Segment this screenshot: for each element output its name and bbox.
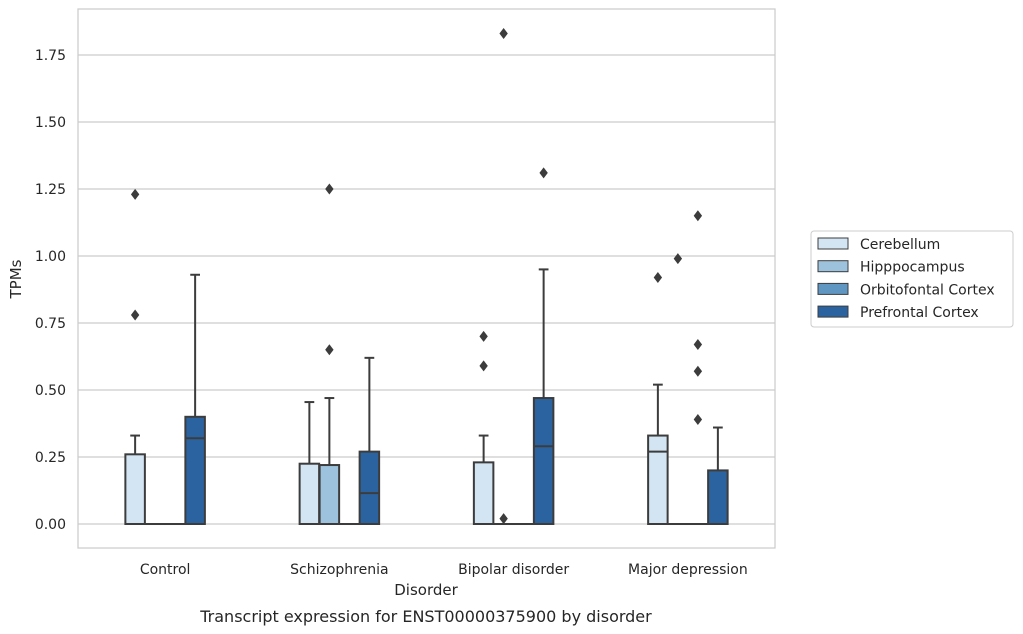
outlier-marker [499, 513, 508, 525]
outlier-marker [539, 167, 548, 179]
x-tick-label: Bipolar disorder [458, 562, 569, 578]
box-3-1 [667, 253, 689, 526]
y-tick-label: 0.50 [35, 383, 66, 399]
outlier-marker [130, 309, 140, 321]
outlier-marker [673, 253, 683, 265]
chart-caption: Transcript expression for ENST0000037590… [199, 607, 652, 626]
legend-label: Prefrontal Cortex [860, 305, 979, 321]
y-tick-label: 1.25 [35, 182, 66, 198]
box-iqr [298, 462, 321, 526]
y-axis-title: TPMs [7, 259, 25, 299]
box-iqr [707, 469, 729, 525]
legend-label: Hipppocampus [860, 260, 965, 276]
y-tick-label: 1.50 [35, 115, 66, 131]
box-1-3 [358, 356, 381, 526]
outlier-marker [693, 413, 703, 425]
box-iqr [124, 453, 146, 526]
y-tick-label: 0.25 [35, 450, 66, 466]
outlier-marker [693, 338, 703, 350]
x-tick-label: Major depression [628, 562, 748, 578]
x-axis-ticks: Control Schizophrenia Bipolar disorder Majo… [140, 562, 748, 578]
x-tick-label: Control [140, 562, 191, 578]
legend-swatch [817, 282, 849, 295]
box-2-1 [492, 28, 515, 526]
box-iqr [472, 461, 495, 525]
box-iqr [647, 434, 669, 525]
box-2-3 [532, 167, 555, 526]
plot-frame [77, 8, 776, 549]
outlier-marker [693, 210, 703, 222]
legend: Cerebellum Hipppocampus Orbitofontal Corte… [810, 230, 1014, 328]
y-tick-label: 1.75 [35, 48, 66, 64]
box-0-0 [124, 188, 146, 526]
outlier-marker [499, 28, 508, 40]
legend-swatch [817, 260, 849, 273]
legend-label: Orbitofontal Cortex [860, 282, 995, 298]
y-tick-label: 1.00 [35, 249, 66, 265]
box-3-0 [647, 271, 669, 525]
box-2-0 [472, 330, 495, 525]
outlier-marker [479, 360, 488, 372]
y-tick-label: 0.75 [35, 316, 66, 332]
box-iqr [358, 450, 381, 526]
box-3-2 [687, 210, 709, 526]
outlier-marker [130, 188, 140, 200]
box-1-1 [318, 183, 341, 526]
x-axis-title: Disorder [394, 581, 458, 599]
box-series [124, 28, 729, 526]
legend-frame [810, 230, 1014, 328]
legend-swatch [817, 305, 849, 318]
outlier-marker [479, 330, 488, 342]
box-0-3 [184, 273, 206, 525]
gridlines [78, 54, 775, 525]
outlier-marker [693, 365, 703, 377]
y-tick-label: 0.00 [35, 517, 66, 533]
outlier-marker [325, 183, 334, 195]
box-iqr [184, 415, 206, 525]
outlier-marker [325, 344, 334, 356]
x-tick-label: Schizophrenia [290, 562, 388, 578]
y-axis-ticks: 0.00 0.25 0.50 0.75 1.00 1.25 1.50 1.75 [35, 48, 66, 533]
box-iqr [318, 464, 341, 526]
outlier-marker [653, 271, 663, 283]
box-iqr [532, 397, 555, 526]
box-1-0 [298, 401, 321, 526]
legend-label: Cerebellum [860, 237, 940, 253]
legend-swatch [817, 237, 849, 250]
box-3-3 [707, 426, 729, 525]
